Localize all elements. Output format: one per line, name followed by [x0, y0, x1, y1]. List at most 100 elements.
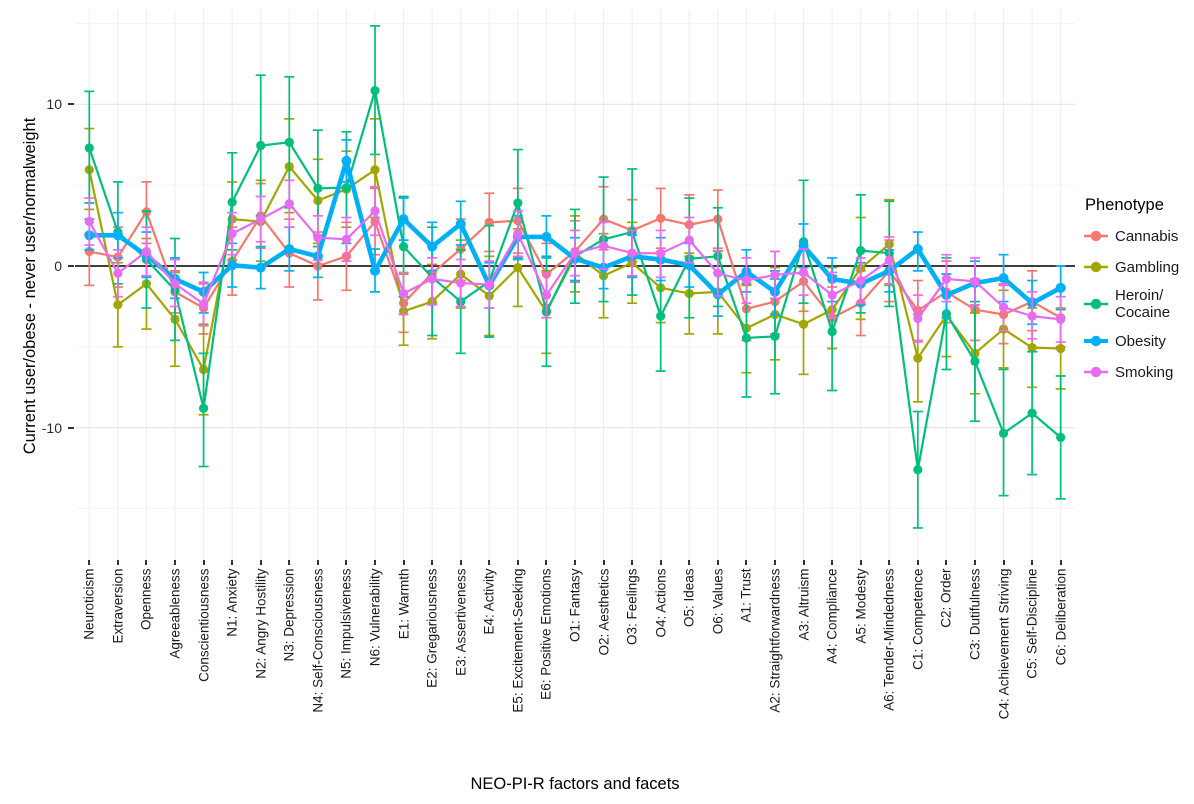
x-tick-mark — [488, 560, 491, 565]
x-tick-mark — [516, 560, 519, 565]
data-point — [970, 356, 980, 367]
x-tick-mark — [116, 560, 119, 565]
x-tick-label: N1: Anxiety — [224, 568, 240, 637]
data-point — [198, 403, 209, 413]
x-tick-label: C2: Order — [938, 568, 954, 628]
x-tick-label: N4: Self-Consciousness — [310, 568, 326, 713]
x-tick-mark — [773, 560, 776, 565]
data-point — [398, 214, 409, 225]
legend-key-dot — [1090, 335, 1102, 347]
x-tick-label: O4: Actions — [653, 568, 669, 638]
x-tick-label: Extraversion — [110, 568, 126, 644]
data-point — [284, 199, 294, 209]
legend-key-icon — [1084, 298, 1108, 310]
data-point — [284, 244, 295, 255]
x-tick-label: C6: Deliberation — [1053, 568, 1069, 666]
data-point — [113, 268, 123, 278]
data-point — [570, 248, 580, 258]
legend-key-icon — [1084, 230, 1108, 242]
x-tick-mark — [716, 560, 719, 565]
legend-key-dot — [1090, 261, 1102, 273]
x-tick-mark — [402, 560, 405, 565]
legend-item-label: Smoking — [1115, 363, 1174, 381]
x-tick-label: N2: Angry Hostility — [253, 568, 269, 679]
data-point — [827, 290, 837, 300]
data-point — [913, 465, 923, 475]
legend-key-dot — [1090, 366, 1102, 378]
data-point — [427, 274, 437, 284]
x-tick-label: N6: Vulnerability — [367, 568, 383, 667]
data-point — [1027, 408, 1037, 418]
x-tick-mark — [202, 560, 205, 565]
data-point — [198, 299, 209, 309]
x-tick-mark — [888, 560, 891, 565]
x-tick-mark — [688, 560, 691, 565]
data-point — [513, 198, 523, 208]
data-point — [427, 241, 438, 252]
legend-key-icon — [1084, 366, 1108, 378]
x-tick-mark — [945, 560, 948, 565]
y-axis-title: Current user/obese - never user/normalwe… — [21, 117, 39, 455]
data-point — [1056, 314, 1066, 324]
data-point — [313, 233, 323, 243]
x-tick-mark — [659, 560, 662, 565]
data-point — [370, 85, 380, 96]
data-point — [627, 248, 637, 258]
data-point — [370, 265, 380, 276]
data-point — [284, 137, 294, 147]
data-point — [998, 302, 1009, 312]
x-tick-mark — [145, 560, 148, 565]
x-tick-mark — [745, 560, 748, 565]
y-tick-mark — [68, 103, 74, 106]
x-tick-label: Neuroticism — [81, 568, 97, 640]
data-point — [656, 213, 666, 223]
data-point — [1056, 432, 1066, 443]
x-tick-label: E6: Positive Emotions — [538, 568, 554, 700]
x-tick-mark — [174, 560, 176, 565]
x-tick-label: C1: Competence — [910, 568, 926, 670]
data-point — [256, 214, 266, 224]
data-point — [255, 262, 266, 273]
data-point — [798, 319, 809, 329]
legend-key-icon — [1084, 261, 1108, 273]
series-smoking — [84, 179, 1066, 343]
x-tick-mark — [431, 560, 434, 565]
x-tick-label: O6: Values — [710, 568, 726, 635]
data-point — [798, 267, 809, 278]
x-tick-label: E3: Assertiveness — [453, 568, 469, 676]
data-point — [884, 255, 894, 265]
x-tick-label: C3: Dutifulness — [967, 568, 983, 661]
data-point — [656, 311, 666, 321]
data-point — [484, 279, 494, 290]
data-point — [713, 268, 723, 278]
data-point — [941, 274, 952, 284]
data-point — [970, 276, 980, 286]
data-point — [113, 300, 123, 310]
data-point — [541, 290, 552, 300]
x-tick-mark — [259, 560, 262, 565]
legend-item-smoking: Smoking — [1083, 361, 1194, 383]
data-point — [398, 241, 409, 252]
data-point — [84, 216, 94, 227]
y-tick-mark — [68, 426, 74, 429]
legend-title: Phenotype — [1085, 196, 1164, 214]
x-tick-mark — [573, 560, 576, 565]
data-point — [455, 218, 466, 229]
plot-area — [75, 10, 1075, 560]
data-point — [1027, 311, 1037, 321]
y-tick-label: -10 — [41, 419, 62, 436]
data-point — [856, 275, 866, 286]
x-tick-label: E4: Activity — [481, 568, 497, 635]
x-tick-label: O5: Ideas — [681, 568, 697, 628]
x-tick-label: A2: Straightforwardness — [767, 568, 783, 713]
data-point — [341, 155, 352, 166]
x-tick-label: C4: Achievement Striving — [996, 568, 1012, 720]
x-tick-label: E2: Gregariousness — [424, 568, 440, 688]
legend-item-heroin-cocaine: Heroin/Cocaine — [1083, 287, 1194, 321]
data-point — [370, 165, 380, 175]
legend-key-icon — [1084, 335, 1108, 347]
x-tick-mark — [602, 560, 605, 565]
x-tick-label: N3: Depression — [281, 568, 297, 662]
x-tick-mark — [973, 560, 976, 565]
